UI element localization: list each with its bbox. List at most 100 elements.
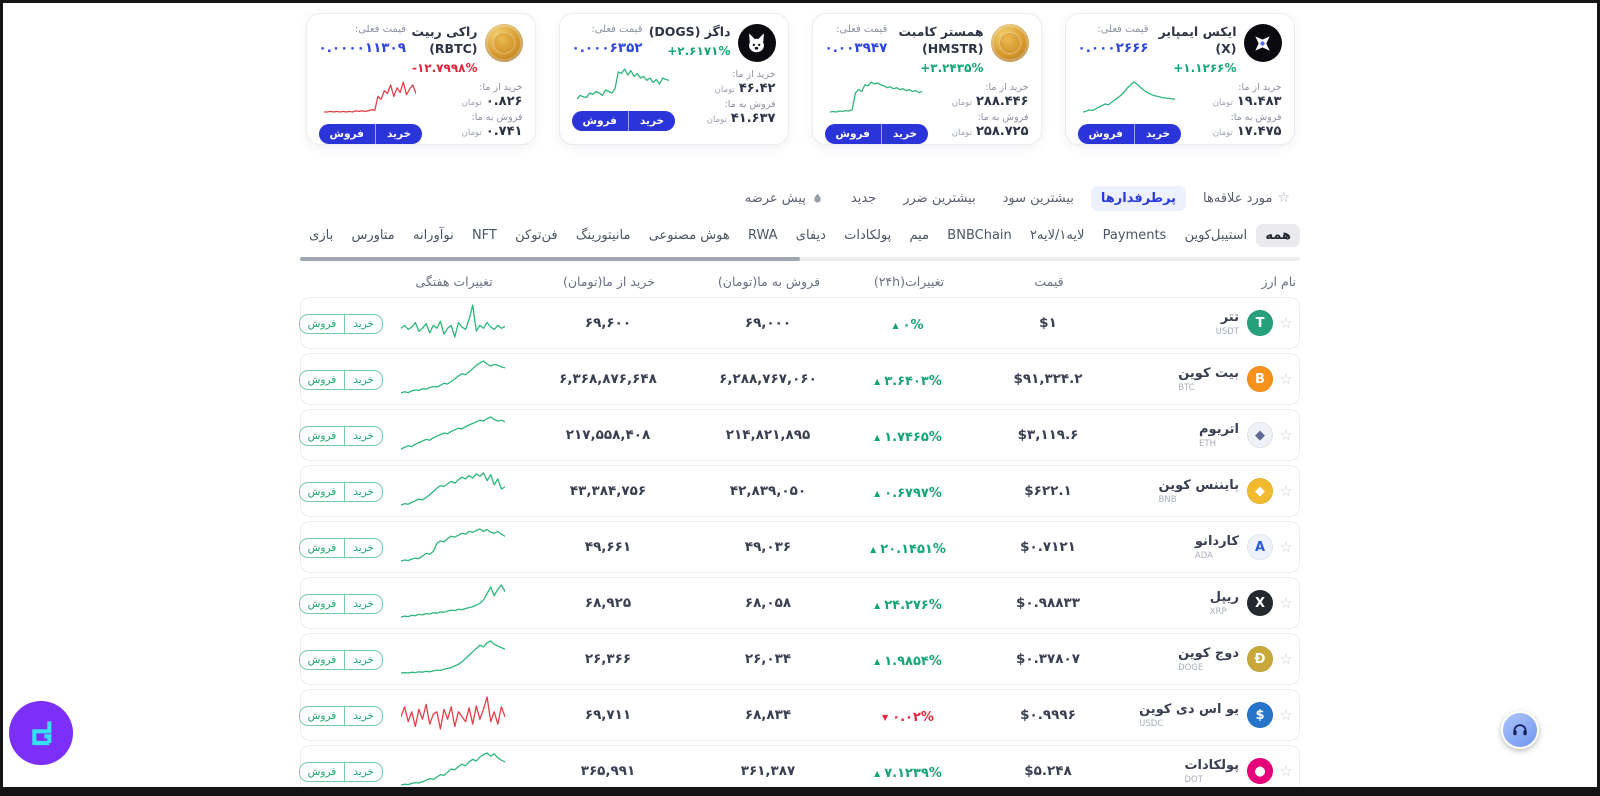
buy-sell-button[interactable]: خرید فروش <box>824 123 929 144</box>
category-tab-8[interactable]: دیفای <box>795 228 826 243</box>
category-tab-7[interactable]: پولکادات <box>844 228 892 243</box>
sell-button[interactable]: فروش <box>307 654 337 666</box>
category-tab-1[interactable]: همه <box>1256 224 1300 247</box>
buy-button[interactable]: خرید <box>344 315 382 333</box>
favorite-star-icon[interactable]: ☆ <box>1279 482 1293 500</box>
sell-button[interactable]: فروش <box>307 430 337 442</box>
sell-button[interactable]: فروش <box>329 127 364 140</box>
table-scrollbar[interactable] <box>300 257 1300 261</box>
arrow-up-icon: ▲ <box>874 657 881 666</box>
buy-from-us-value: ۶۸,۹۲۵ <box>584 595 632 611</box>
header-buy-from-us: خرید از ما(تومان) <box>563 273 655 289</box>
buy-sell-actions[interactable]: خرید فروش <box>298 538 383 558</box>
change-24h: ▲ ۲۴.۲۷۶% <box>874 598 942 613</box>
support-chat-button[interactable] <box>1501 711 1539 749</box>
category-tab-4[interactable]: لایه۱/لایه۲ <box>1030 228 1085 243</box>
category-tab-12[interactable]: فن‌توکن <box>515 228 558 243</box>
buy-sell-actions[interactable]: خرید فروش <box>298 762 383 782</box>
sell-to-us-value: ۶,۲۸۸,۷۶۷,۰۶۰ <box>719 371 817 387</box>
coin-name: بایننس کوین <box>1158 477 1239 493</box>
market-table: ☆ T تتر USDT $۱ ▲ ۰% ۶۹,۰۰۰ ۶۹,۶۰۰ خرید ف… <box>298 297 1300 787</box>
scrollbar-thumb[interactable] <box>300 257 800 261</box>
favorite-star-icon[interactable]: ☆ <box>1279 706 1293 724</box>
category-tab-6[interactable]: میم <box>909 228 930 243</box>
category-tab-16[interactable]: بازی <box>309 228 334 243</box>
buy-sell-button[interactable]: خرید فروش <box>318 123 423 144</box>
arrow-down-icon: ▼ <box>882 713 889 722</box>
buy-button[interactable]: خرید <box>344 539 382 557</box>
buy-sell-actions[interactable]: خرید فروش <box>298 426 383 446</box>
buy-button[interactable]: خرید <box>1133 123 1181 144</box>
arrow-up-icon: ▲ <box>870 545 877 554</box>
brand-logo-glyph <box>32 721 52 746</box>
buy-button[interactable]: خرید <box>344 763 382 781</box>
filter-tab-2[interactable]: پرطرفدارها <box>1090 185 1187 211</box>
sell-button[interactable]: فروش <box>307 766 337 778</box>
buy-button[interactable]: خرید <box>374 123 422 144</box>
sell-to-us-value: ۶۹,۰۰۰ <box>744 315 792 331</box>
filter-tab-6[interactable]: پیش عرضه <box>735 186 834 211</box>
buy-sell-actions[interactable]: خرید فروش <box>298 314 383 334</box>
buy-sell-button[interactable]: خرید فروش <box>571 111 676 131</box>
buy-button[interactable]: خرید <box>880 123 928 144</box>
buy-sell-actions[interactable]: خرید فروش <box>298 706 383 726</box>
buy-button[interactable]: خرید <box>344 427 382 445</box>
price-sparkline <box>323 79 417 119</box>
category-tab-13[interactable]: NFT <box>471 228 497 243</box>
category-tab-10[interactable]: هوش مصنوعی <box>648 228 730 243</box>
category-tab-9[interactable]: RWA <box>748 228 778 243</box>
buy-button[interactable]: خرید <box>344 651 382 669</box>
sell-button[interactable]: فروش <box>307 374 337 386</box>
sell-button[interactable]: فروش <box>307 318 337 330</box>
buy-sell-actions[interactable]: خرید فروش <box>298 594 383 614</box>
change-24h: ▲ ۳.۶۴۰۳% <box>874 374 942 389</box>
header-coin-name: نام ارز <box>1261 273 1296 289</box>
sell-button[interactable]: فروش <box>307 486 337 498</box>
coin-name: ریپل <box>1209 589 1239 605</box>
filter-tab-1[interactable]: ☆ مورد علاقه‌ها <box>1193 185 1300 211</box>
sell-button[interactable]: فروش <box>307 710 337 722</box>
toman-unit: تومان <box>706 115 727 125</box>
category-tab-3[interactable]: Payments <box>1102 228 1167 243</box>
coin-change-percent: -۱۲.۷۹۹۸% <box>411 60 478 75</box>
category-tab-11[interactable]: مانیتورینگ <box>575 228 631 243</box>
filter-tab-5[interactable]: جدید <box>841 186 886 211</box>
category-tab-2[interactable]: استیبل‌کوین <box>1184 228 1248 243</box>
eth-coin-icon: ◆ <box>1247 422 1273 448</box>
coin-price-usd: $۱ <box>1039 315 1057 331</box>
sell-button[interactable]: فروش <box>835 127 870 140</box>
coin-name: کاردانو <box>1194 533 1239 549</box>
current-price-label: قیمت فعلی: <box>354 24 407 35</box>
buy-sell-actions[interactable]: خرید فروش <box>298 370 383 390</box>
buy-button[interactable]: خرید <box>344 483 382 501</box>
sell-button[interactable]: فروش <box>582 115 617 127</box>
favorite-star-icon[interactable]: ☆ <box>1279 538 1293 556</box>
coin-name: پولکادات <box>1184 757 1239 773</box>
filter-tab-4[interactable]: بیشترین ضرر <box>893 186 985 211</box>
favorite-star-icon[interactable]: ☆ <box>1279 594 1293 612</box>
buy-from-us-value: ۶,۳۶۸,۸۷۶,۶۴۸ <box>559 371 657 387</box>
buy-sell-actions[interactable]: خرید فروش <box>298 482 383 502</box>
favorite-star-icon[interactable]: ☆ <box>1279 650 1293 668</box>
favorite-star-icon[interactable]: ☆ <box>1279 314 1293 332</box>
filter-tab-label: مورد علاقه‌ها <box>1203 190 1273 206</box>
buy-button[interactable]: خرید <box>344 371 382 389</box>
buy-sell-actions[interactable]: خرید فروش <box>298 650 383 670</box>
favorite-star-icon[interactable]: ☆ <box>1279 426 1293 444</box>
category-tab-14[interactable]: نوآورانه <box>412 228 454 243</box>
buy-sell-button[interactable]: خرید فروش <box>1077 123 1182 144</box>
buy-button[interactable]: خرید <box>344 707 382 725</box>
category-tab-5[interactable]: BNBChain <box>947 228 1012 243</box>
favorite-star-icon[interactable]: ☆ <box>1279 370 1293 388</box>
buy-button[interactable]: خرید <box>344 595 382 613</box>
brand-logo[interactable] <box>9 701 73 765</box>
filter-tab-3[interactable]: بیشترین سود <box>993 186 1084 211</box>
favorite-star-icon[interactable]: ☆ <box>1279 762 1293 780</box>
fire-icon <box>811 192 824 205</box>
sell-button[interactable]: فروش <box>307 598 337 610</box>
table-row: ☆ T تتر USDT $۱ ▲ ۰% ۶۹,۰۰۰ ۶۹,۶۰۰ خرید ف… <box>298 297 1300 349</box>
sell-button[interactable]: فروش <box>1088 127 1123 140</box>
buy-button[interactable]: خرید <box>627 111 675 131</box>
sell-button[interactable]: فروش <box>307 542 337 554</box>
category-tab-15[interactable]: متاورس <box>351 228 395 243</box>
